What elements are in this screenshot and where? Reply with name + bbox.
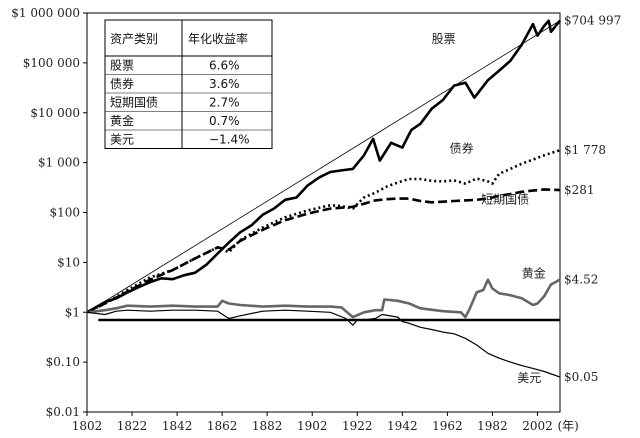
table-return-cell: 0.7%	[209, 114, 240, 128]
x-tick-label: 1842	[162, 419, 193, 433]
table-header-cell: 资产类别	[110, 32, 158, 46]
x-tick-label: 1922	[342, 419, 373, 433]
y-tick-label: $100 000	[23, 56, 80, 70]
table-asset-cell: 股票	[110, 59, 134, 73]
series-end-label: $281	[564, 183, 595, 197]
y-tick-label: $1 000	[38, 156, 80, 170]
x-tick-label: 1882	[252, 419, 283, 433]
x-tick-label: 1982	[477, 419, 508, 433]
y-tick-label: $1	[65, 305, 80, 319]
table-return-cell: 3.6%	[209, 77, 240, 91]
table-return-cell: −1.4%	[209, 133, 250, 147]
table-asset-cell: 美元	[110, 133, 134, 147]
x-tick-label: 1802	[72, 419, 103, 433]
y-tick-label: $10 000	[30, 106, 80, 120]
series-end-label: $704 997	[564, 14, 621, 28]
series-name-label: 黄金	[522, 265, 546, 280]
table-return-cell: 2.7%	[209, 96, 240, 110]
series-end-label: $1 778	[564, 143, 606, 157]
series-end-labels: $704 997 $1 778 $281 $4.52 $0.05	[564, 14, 621, 385]
series-line-5	[86, 20, 561, 313]
y-tick-label: $100	[49, 206, 80, 220]
series-name-label: 短期国债	[481, 193, 529, 207]
series-end-label: $0.05	[564, 370, 598, 384]
x-tick-label: 2002	[522, 419, 553, 433]
x-axis: 1802 1822 1842 1862 1882 1902 1922 1942 1962 1982…	[72, 412, 579, 433]
table-header-cell: 年化收益率	[188, 31, 248, 46]
y-tick-label: $1 000 000	[11, 6, 80, 20]
table-border	[104, 19, 273, 149]
y-tick-label: $0.10	[46, 355, 80, 369]
table-asset-cell: 债券	[110, 76, 134, 91]
table-return-cell: 6.6%	[209, 59, 240, 73]
series-line-2	[86, 188, 561, 314]
series-lines	[86, 19, 562, 378]
table-asset-cell: 黄金	[110, 113, 134, 128]
series-line-3	[86, 278, 561, 319]
series-end-label: $4.52	[564, 273, 598, 287]
x-tick-label: 1902	[297, 419, 328, 433]
y-tick-label: $0.01	[46, 405, 80, 419]
series-name-label: 美元	[517, 371, 541, 385]
x-axis-unit: (年)	[557, 419, 578, 433]
series-name-label: 股票	[432, 32, 456, 46]
x-tick-label: 1822	[117, 419, 148, 433]
x-tick-label: 1962	[432, 419, 463, 433]
series-line-0	[86, 19, 562, 314]
x-tick-label: 1942	[387, 419, 418, 433]
table-asset-cell: 短期国债	[110, 96, 158, 110]
series-name-label: 债券	[450, 140, 474, 155]
y-tick-label: $10	[57, 255, 80, 269]
y-axis: $1 000 000 $100 000 $10 000 $1 000 $100 $10 $1…	[11, 6, 87, 419]
x-tick-label: 1862	[207, 419, 238, 433]
series-line-1	[86, 148, 561, 314]
